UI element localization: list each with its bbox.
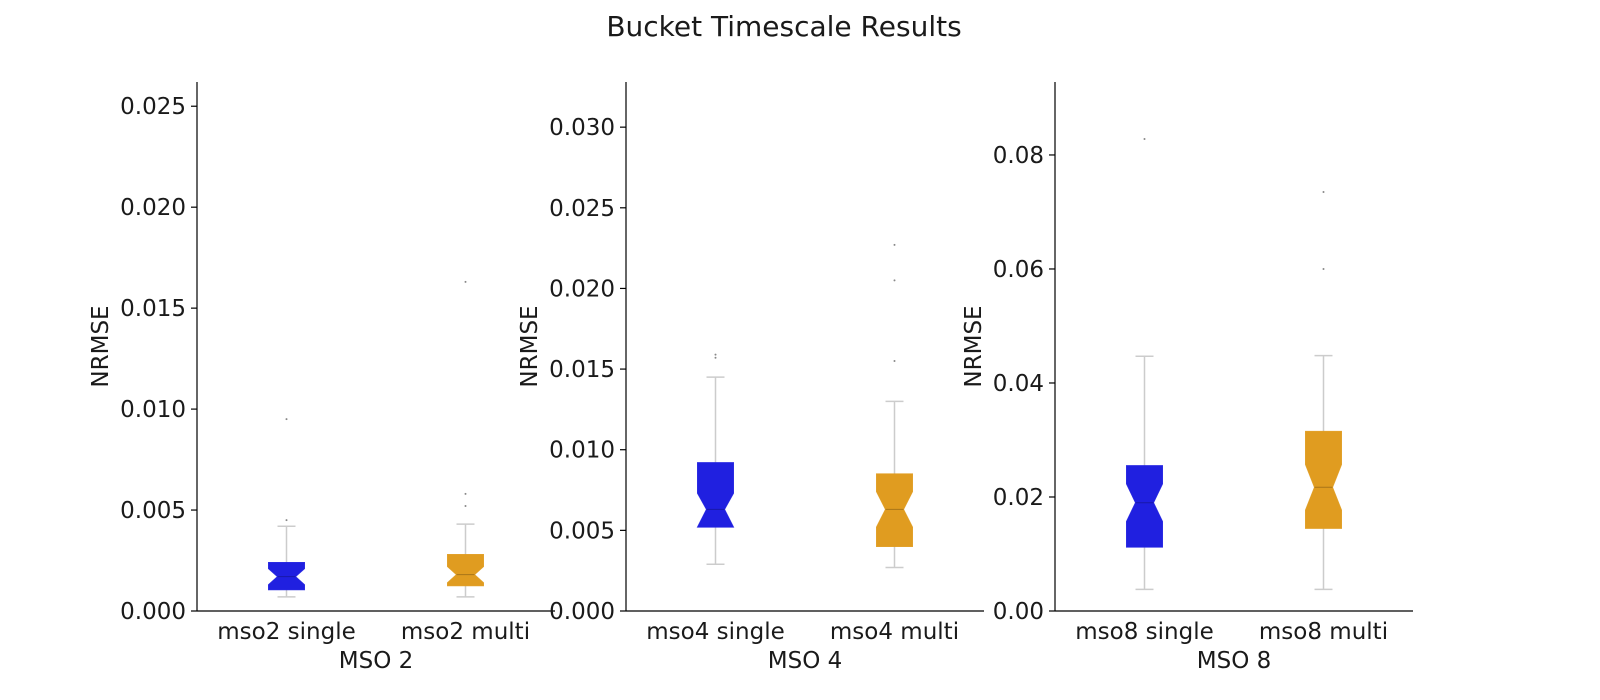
y-tick-label: 0.06 xyxy=(993,257,1044,283)
outlier-point xyxy=(1143,138,1146,141)
outlier-point xyxy=(714,353,717,356)
outlier-point xyxy=(893,360,896,363)
box-body xyxy=(876,473,913,547)
x-tick-label: mso4 multi xyxy=(830,619,959,645)
box-mso4-single xyxy=(696,353,735,565)
outlier-point xyxy=(464,505,467,508)
outlier-point xyxy=(893,243,896,246)
chart-title: Bucket Timescale Results xyxy=(606,10,961,43)
x-tick-label: mso8 multi xyxy=(1259,619,1388,645)
x-axis-label: MSO 2 xyxy=(339,648,414,674)
y-tick-label: 0.04 xyxy=(993,371,1044,397)
outlier-point xyxy=(464,492,467,495)
y-tick-label: 0.025 xyxy=(120,94,186,120)
x-axis-label: MSO 8 xyxy=(1197,648,1272,674)
panels: 0.000 0.005 0.010 0.015 0.020 0.025 NRMSE mso2 … xyxy=(88,82,1413,674)
y-tick-label: 0.015 xyxy=(549,357,615,383)
y-tick-label: 0.000 xyxy=(549,599,615,625)
y-tick-label: 0.030 xyxy=(549,115,615,141)
panel-3: 0.00 0.02 0.04 0.06 0.08 NRMSE mso8 single mso8… xyxy=(961,82,1413,674)
y-tick-label: 0.02 xyxy=(993,485,1044,511)
box-mso2-multi xyxy=(447,280,484,598)
outlier-point xyxy=(714,356,717,359)
y-tick-label: 0.010 xyxy=(120,397,186,423)
x-tick-label: mso2 multi xyxy=(401,619,530,645)
y-axis-label: NRMSE xyxy=(961,305,987,387)
panel-2: 0.000 0.005 0.010 0.015 0.020 0.025 0.030 NRMSE… xyxy=(517,82,984,674)
outlier-point xyxy=(285,519,288,522)
y-tick-label: 0.010 xyxy=(549,438,615,464)
y-axis-label: NRMSE xyxy=(517,305,543,387)
y-tick-label: 0.005 xyxy=(120,498,186,524)
box-mso8-single xyxy=(1126,138,1163,591)
outlier-point xyxy=(893,279,896,282)
outlier-point xyxy=(464,280,467,283)
y-axis-label: NRMSE xyxy=(88,305,114,387)
box-body xyxy=(268,562,305,591)
y-tick-label: 0.08 xyxy=(993,143,1044,169)
y-tick-label: 0.00 xyxy=(993,599,1044,625)
box-body xyxy=(1126,465,1163,548)
outlier-point xyxy=(1322,191,1325,194)
box-body xyxy=(447,553,484,587)
x-tick-label: mso4 single xyxy=(646,619,785,645)
outlier-point xyxy=(285,418,288,421)
y-tick-label: 0.020 xyxy=(549,276,615,302)
x-tick-label: mso8 single xyxy=(1075,619,1214,645)
box-mso2-single xyxy=(268,418,305,598)
y-tick-label: 0.025 xyxy=(549,196,615,222)
box-mso4-multi xyxy=(876,243,913,569)
y-tick-label: 0.000 xyxy=(120,599,186,625)
box-mso8-multi xyxy=(1305,191,1342,591)
box-body xyxy=(1305,430,1342,529)
y-tick-label: 0.020 xyxy=(120,195,186,221)
x-axis-label: MSO 4 xyxy=(768,648,843,674)
box-body xyxy=(696,462,735,528)
y-tick-label: 0.005 xyxy=(549,518,615,544)
panel-1: 0.000 0.005 0.010 0.015 0.020 0.025 NRMSE mso2 … xyxy=(88,82,555,674)
x-tick-label: mso2 single xyxy=(217,619,356,645)
outlier-point xyxy=(1322,267,1325,270)
y-tick-label: 0.015 xyxy=(120,296,186,322)
